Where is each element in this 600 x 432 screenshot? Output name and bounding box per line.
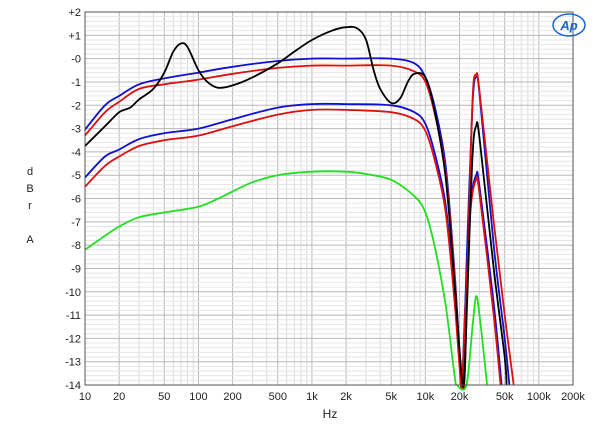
y-tick-label: -12 [65,333,81,345]
x-axis-label: Hz [323,407,338,421]
y-axis-label: dBr A [26,166,34,246]
y-tick-label: -5 [71,170,81,182]
x-tick-label: 10k [417,391,435,403]
y-tick-label: -6 [71,194,81,206]
x-tick-label: 200k [561,391,585,403]
y-tick-label: -10 [65,287,81,299]
y-tick-label: +1 [68,30,81,42]
plot-frame [84,11,574,386]
y-tick-label: -4 [71,147,81,159]
x-tick-label: 100 [189,391,207,403]
x-tick-label: 5k [385,391,397,403]
y-tick-labels: +2 +1 -0 -1 -2 -3 -4 -5 -6 -7 -8 -9 -10 -11 -12 -13 -14 [65,7,81,392]
y-tick-label: -8 [71,240,81,252]
y-axis-label-char: d [27,166,33,178]
series-line [84,108,502,389]
series-line [84,102,503,389]
x-tick-label: 500 [269,391,287,403]
series-line [84,25,508,388]
y-tick-label: -13 [65,357,81,369]
x-tick-label: 20k [451,391,469,403]
y-axis-label-char: A [26,234,34,246]
y-axis-label-char: r [28,200,32,212]
ap-logo: Ap [552,13,586,37]
x-tick-labels: 10 20 50 100 200 500 1k 2k 5k 10k 20k 50k 100k 200k [79,391,586,403]
ap-logo-text: Ap [559,18,577,33]
y-tick-label: -9 [71,263,81,275]
grid [84,11,574,386]
x-tick-label: 20 [113,391,125,403]
y-tick-label: -0 [71,54,81,66]
x-tick-label: 100k [527,391,551,403]
x-tick-label: 10 [79,391,91,403]
y-axis-label-char: B [26,183,33,195]
x-tick-label: 50k [496,391,514,403]
ap-logo-ring [552,13,586,37]
y-tick-label: -7 [71,217,81,229]
x-tick-label: 50 [158,391,170,403]
y-tick-label: -2 [71,100,81,112]
y-tick-label: -14 [65,380,81,392]
y-tick-label: -11 [66,310,81,322]
x-tick-label: 2k [340,391,352,403]
x-tick-label: 200 [223,391,241,403]
x-tick-label: 1k [306,391,318,403]
y-tick-label: -3 [71,124,81,136]
y-tick-label: +2 [68,7,81,19]
y-tick-label: -1 [71,77,81,89]
